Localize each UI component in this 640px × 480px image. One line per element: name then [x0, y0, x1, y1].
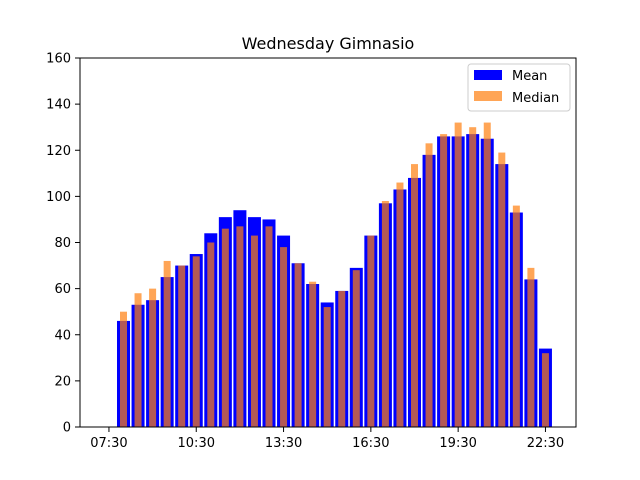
- bar-median: [396, 182, 404, 427]
- x-tick-label: 07:30: [90, 436, 127, 451]
- bar-median: [163, 260, 171, 427]
- bar-median: [411, 164, 418, 427]
- bar-median: [338, 290, 346, 427]
- bar-median: [541, 353, 549, 427]
- bar-median: [178, 265, 186, 427]
- bar-median: [207, 242, 215, 427]
- x-tick-label: 16:30: [352, 436, 389, 451]
- bar-median: [425, 143, 433, 427]
- bar-median: [381, 200, 389, 427]
- chart-title: Wednesday Gimnasio: [242, 34, 415, 53]
- y-tick-label: 40: [54, 328, 71, 343]
- y-tick-label: 140: [46, 98, 71, 113]
- bar-median: [483, 122, 491, 427]
- bar-median: [294, 263, 302, 427]
- bar-median: [250, 235, 258, 427]
- bar-median: [192, 256, 200, 427]
- legend-swatch-median: [474, 91, 502, 101]
- bar-median: [469, 127, 477, 427]
- bar-median: [149, 288, 157, 428]
- bar-median: [120, 311, 127, 427]
- bar-median: [309, 281, 317, 427]
- bars-group: [117, 122, 552, 428]
- bar-median: [352, 270, 360, 427]
- bar-median: [512, 205, 520, 427]
- x-tick-label: 22:30: [527, 436, 564, 451]
- y-tick-label: 0: [63, 421, 71, 436]
- y-tick-label: 20: [54, 374, 71, 389]
- x-tick-label: 19:30: [439, 436, 476, 451]
- bar-median: [280, 247, 288, 427]
- y-tick-label: 120: [46, 144, 71, 159]
- bar-median: [454, 122, 462, 427]
- y-tick-label: 160: [46, 52, 71, 67]
- bar-median: [527, 267, 535, 427]
- bar-median: [236, 226, 244, 427]
- bar-median: [367, 235, 375, 427]
- x-tick-label: 10:30: [178, 436, 215, 451]
- bar-median: [221, 228, 229, 427]
- x-axis: 07:30 10:30 13:30 16:30 19:30 22:30: [90, 427, 564, 451]
- legend: Mean Median: [467, 63, 571, 112]
- bar-median: [134, 293, 142, 427]
- bar-median: [440, 134, 448, 428]
- x-tick-label: 13:30: [265, 436, 302, 451]
- bar-median: [265, 226, 273, 427]
- legend-swatch-mean: [474, 70, 502, 80]
- y-tick-label: 100: [46, 190, 71, 205]
- y-tick-label: 80: [54, 236, 71, 251]
- bar-median: [498, 152, 506, 427]
- bar-median: [323, 307, 331, 427]
- y-tick-label: 60: [54, 282, 71, 297]
- legend-label-median: Median: [512, 91, 559, 106]
- y-axis: 0 20 40 60 80 100 120 140 160: [46, 52, 80, 436]
- legend-label-mean: Mean: [512, 69, 547, 84]
